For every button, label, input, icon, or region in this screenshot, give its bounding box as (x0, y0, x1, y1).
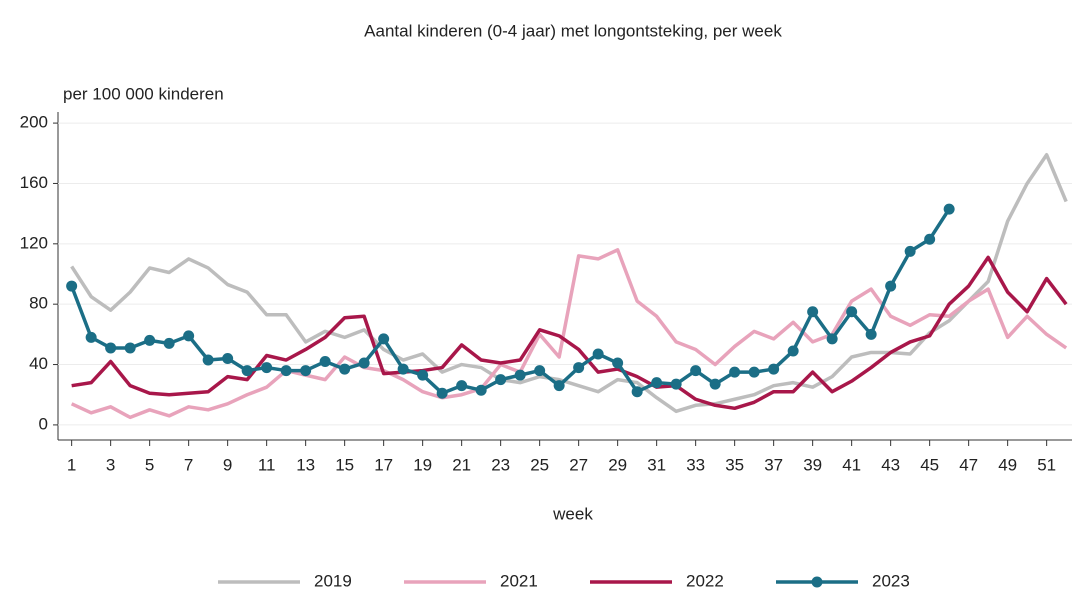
x-tick-label: 23 (491, 455, 510, 474)
point (280, 365, 292, 377)
x-tick-label: 47 (959, 455, 978, 474)
point (339, 363, 351, 375)
legend-label: 2021 (500, 571, 538, 590)
point (573, 362, 585, 374)
point (417, 369, 429, 381)
legend-label: 2023 (872, 571, 910, 590)
point (105, 342, 117, 354)
x-tick-label: 43 (881, 455, 900, 474)
x-tick-label: 9 (223, 455, 232, 474)
x-tick-label: 39 (803, 455, 822, 474)
series-line (70, 208, 951, 395)
point (475, 384, 487, 396)
chart-title: Aantal kinderen (0-4 jaar) met longontst… (364, 21, 782, 40)
point (378, 333, 390, 345)
legend-marker (811, 576, 823, 588)
point (904, 245, 916, 257)
point (612, 357, 624, 369)
point (319, 356, 331, 368)
y-tick-label: 40 (29, 354, 48, 373)
x-tick-label: 11 (258, 455, 276, 474)
legend-label: 2019 (314, 571, 352, 590)
point (670, 378, 682, 390)
series-line (71, 255, 1068, 411)
point (66, 280, 78, 292)
point (690, 365, 702, 377)
point (202, 354, 214, 366)
x-tick-label: 41 (842, 455, 861, 474)
series-line (70, 153, 1068, 414)
point (514, 369, 526, 381)
point (85, 331, 97, 343)
point (222, 353, 234, 365)
x-axis-label: week (552, 504, 593, 523)
point (865, 328, 877, 340)
x-tick-label: 35 (725, 455, 744, 474)
y-tick-label: 0 (39, 414, 48, 433)
point (709, 378, 721, 390)
point (826, 333, 838, 345)
x-tick-label: 45 (920, 455, 939, 474)
point (592, 348, 604, 360)
x-tick-label: 37 (764, 455, 783, 474)
x-tick-label: 15 (335, 455, 354, 474)
y-tick-label: 160 (20, 173, 48, 192)
point (534, 365, 546, 377)
point (787, 345, 799, 357)
point (631, 386, 643, 398)
x-tick-label: 19 (413, 455, 432, 474)
y-tick-label: 120 (20, 233, 48, 252)
series-line (70, 248, 1068, 420)
point (183, 330, 195, 342)
point (943, 203, 955, 215)
point (651, 377, 663, 389)
point (397, 363, 409, 375)
x-tick-label: 5 (145, 455, 154, 474)
x-tick-label: 49 (998, 455, 1017, 474)
x-tick-label: 7 (184, 455, 193, 474)
point (553, 380, 565, 392)
point (768, 363, 780, 375)
x-tick-label: 51 (1037, 455, 1056, 474)
point (885, 280, 897, 292)
x-tick-label: 25 (530, 455, 549, 474)
x-tick-label: 33 (686, 455, 705, 474)
point (144, 334, 156, 346)
point (807, 306, 819, 318)
point (924, 233, 936, 245)
x-tick-label: 21 (452, 455, 471, 474)
x-tick-label: 3 (106, 455, 115, 474)
point (729, 366, 741, 378)
x-tick-label: 17 (374, 455, 393, 474)
point (436, 387, 448, 399)
y-tick-label: 80 (29, 294, 48, 313)
x-tick-label: 29 (608, 455, 627, 474)
point (124, 342, 136, 354)
legend-label: 2022 (686, 571, 724, 590)
point (300, 365, 312, 377)
point (261, 362, 273, 374)
point (846, 306, 858, 318)
x-tick-label: 27 (569, 455, 588, 474)
point (748, 366, 760, 378)
x-tick-label: 1 (67, 455, 76, 474)
point (495, 374, 507, 386)
y-tick-label: 200 (20, 113, 48, 132)
y-axis-label: per 100 000 kinderen (63, 84, 224, 103)
point (456, 380, 468, 392)
x-tick-label: 31 (647, 455, 666, 474)
point (163, 337, 175, 349)
point (241, 365, 253, 377)
x-tick-label: 13 (296, 455, 315, 474)
point (358, 357, 370, 369)
